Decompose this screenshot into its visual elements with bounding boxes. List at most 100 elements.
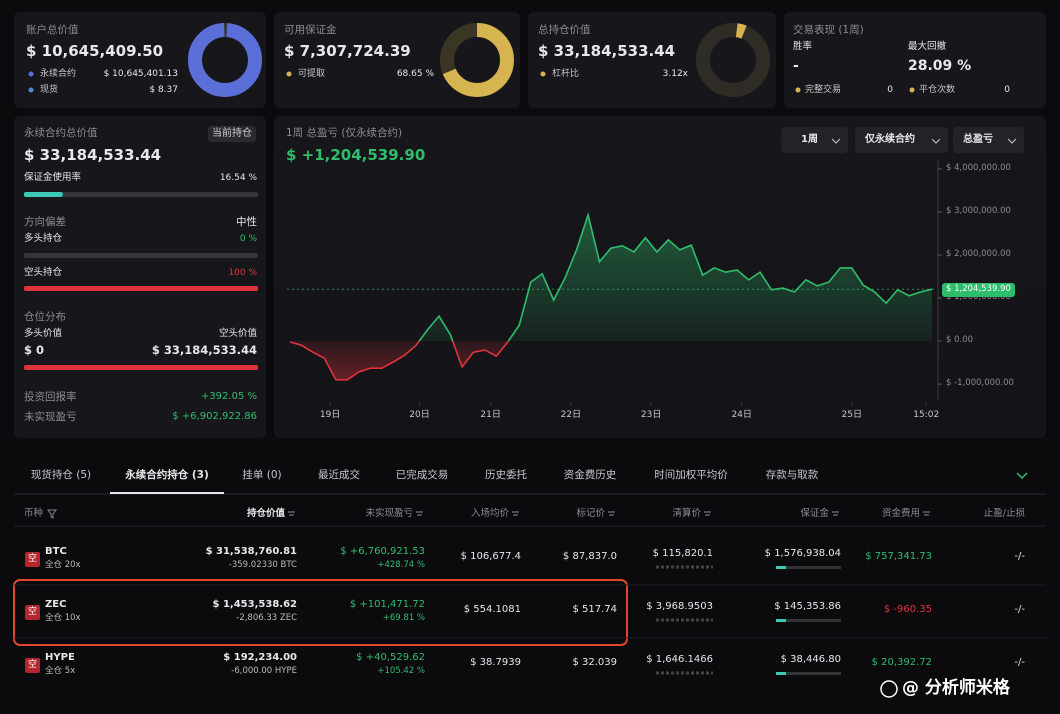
funding: $ 20,392.72 bbox=[871, 657, 932, 669]
card-title: 总持仓价值 bbox=[538, 23, 591, 36]
upnl-pct: +428.74 % bbox=[377, 560, 425, 571]
value: 中性 bbox=[236, 215, 257, 228]
margin-mode: 全仓 10x bbox=[45, 613, 81, 624]
margin-gauge bbox=[776, 672, 841, 675]
side: 空 bbox=[27, 554, 38, 565]
label: 空头价值 bbox=[218, 327, 257, 339]
tab[interactable]: 时间加权平均价 bbox=[654, 468, 728, 481]
legend-dot bbox=[28, 87, 34, 93]
column-header[interactable]: 持仓价值 bbox=[246, 507, 285, 519]
row-label: 可提取 bbox=[298, 68, 326, 79]
sort-icon bbox=[608, 511, 615, 516]
chevron bbox=[831, 138, 841, 144]
donut-track bbox=[696, 23, 770, 97]
legend-dot bbox=[909, 87, 915, 93]
stat-value: - bbox=[793, 58, 799, 75]
value: $ +6,902,922.86 bbox=[172, 411, 257, 423]
margin: $ 145,353.86 bbox=[774, 601, 841, 613]
column-header[interactable]: 标记价 bbox=[576, 507, 605, 519]
perp-panel bbox=[14, 116, 266, 438]
column-header[interactable]: 止盈/止损 bbox=[983, 507, 1025, 519]
pnl-line bbox=[289, 211, 933, 381]
margin-gauge bbox=[776, 566, 841, 569]
card bbox=[784, 12, 1046, 108]
column-header[interactable]: 未实现盈亏 bbox=[365, 507, 413, 519]
liq-price: $ 115,820.1 bbox=[652, 548, 713, 560]
count-label: 平仓次数 bbox=[919, 84, 956, 95]
row-label: 现货 bbox=[40, 84, 59, 95]
margin: $ 1,576,938.04 bbox=[764, 548, 841, 560]
tab[interactable]: 资金费历史 bbox=[563, 468, 617, 481]
row-value: $ 10,645,401.13 bbox=[103, 68, 178, 79]
margin-gauge-fill bbox=[776, 619, 786, 622]
column-header[interactable]: 清算价 bbox=[672, 507, 701, 519]
column-header[interactable]: 保证金 bbox=[800, 507, 829, 519]
x-tick-label: 22日 bbox=[560, 409, 582, 420]
watermark: @ 分析师米格 bbox=[902, 678, 1010, 699]
panel-value: $ 33,184,533.44 bbox=[24, 145, 162, 164]
card-value: $ 10,645,409.50 bbox=[26, 41, 164, 60]
chevron bbox=[1007, 138, 1017, 144]
tab[interactable]: 现货持仓 (5) bbox=[30, 468, 92, 481]
tab[interactable]: 历史委托 bbox=[485, 468, 527, 481]
count-value: 0 bbox=[1004, 84, 1010, 95]
tp-sl: -/- bbox=[1014, 657, 1025, 669]
badge: 当前持仓 bbox=[208, 126, 256, 142]
side-badge bbox=[25, 605, 40, 620]
tab[interactable]: 最近成交 bbox=[318, 468, 360, 481]
label: 未实现盈亏 bbox=[24, 410, 77, 423]
label: 多头价值 bbox=[24, 327, 63, 339]
tp-sl: -/- bbox=[1014, 604, 1025, 616]
margin-gauge-fill bbox=[776, 672, 786, 675]
side: 空 bbox=[27, 660, 38, 671]
column-header[interactable]: 币种 bbox=[24, 507, 44, 519]
x-tick-label: 19日 bbox=[319, 409, 341, 420]
y-tick-label: $ 4,000,000.00 bbox=[946, 163, 1011, 174]
tab[interactable]: 挂单 (0) bbox=[242, 468, 282, 481]
bar-track bbox=[24, 253, 258, 258]
pnl-area bbox=[290, 214, 932, 380]
legend-dot bbox=[540, 71, 546, 77]
position-value: $ 192,234.00 bbox=[223, 652, 297, 664]
position-value: $ 31,538,760.81 bbox=[205, 546, 297, 558]
highlight-box bbox=[13, 579, 628, 646]
entry-price: $ 554.1081 bbox=[463, 604, 521, 616]
tab[interactable]: 存款与取款 bbox=[765, 468, 819, 481]
column-header[interactable]: 入场均价 bbox=[470, 507, 509, 519]
label: 保证金使用率 bbox=[24, 171, 82, 183]
donut-segment bbox=[188, 23, 262, 97]
funding: $ -960.35 bbox=[883, 604, 932, 616]
value: 0 % bbox=[239, 233, 257, 244]
dropdown-label[interactable]: 总盈亏 bbox=[963, 134, 993, 146]
margin-mode: 全仓 5x bbox=[45, 666, 76, 677]
dropdown[interactable] bbox=[781, 127, 848, 153]
tp-sl: -/- bbox=[1014, 551, 1025, 563]
margin-gauge-fill bbox=[776, 566, 786, 569]
bar-track bbox=[24, 192, 258, 197]
symbol: ZEC bbox=[45, 599, 67, 611]
collapse-icon[interactable] bbox=[1016, 472, 1028, 480]
value: $ 33,184,533.44 bbox=[151, 343, 257, 358]
mark-price: $ 87,837.0 bbox=[562, 551, 617, 563]
size: -359.02330 BTC bbox=[228, 560, 297, 571]
size: -6,000.00 HYPE bbox=[231, 666, 297, 677]
side: 空 bbox=[27, 607, 38, 618]
funding: $ 757,341.73 bbox=[865, 551, 932, 563]
dropdown[interactable] bbox=[855, 127, 948, 153]
dropdown[interactable] bbox=[953, 127, 1024, 153]
chevron bbox=[931, 138, 941, 144]
value: $ 0 bbox=[24, 343, 45, 358]
tab[interactable]: 已完成交易 bbox=[395, 468, 449, 481]
x-tick-label: 25日 bbox=[841, 409, 862, 420]
dropdown-label[interactable]: 仅永续合约 bbox=[865, 134, 915, 146]
liq-price: $ 1,646.1466 bbox=[646, 654, 713, 666]
dropdown-label[interactable]: 1周 bbox=[801, 134, 818, 146]
bar-fill bbox=[24, 286, 258, 291]
column-header[interactable]: 资金费用 bbox=[881, 507, 920, 519]
stat-label: 最大回撤 bbox=[908, 40, 947, 52]
upnl: $ +40,529.62 bbox=[356, 652, 425, 664]
filter-icon bbox=[47, 509, 57, 519]
row-value: 3.12x bbox=[662, 68, 688, 79]
tab[interactable]: 永续合约持仓 (3) bbox=[125, 468, 209, 481]
sort-icon bbox=[416, 511, 423, 516]
